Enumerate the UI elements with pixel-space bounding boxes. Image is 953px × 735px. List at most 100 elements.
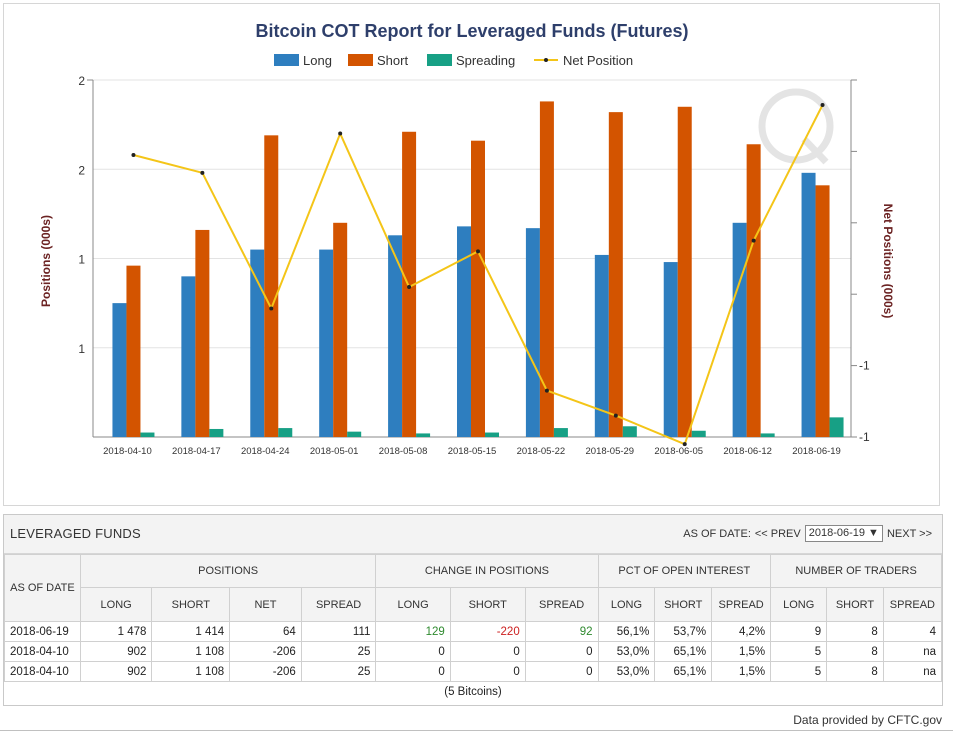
subheader-6: SPREAD (524, 587, 599, 622)
group-pct-oi: PCT OF OPEN INTEREST (597, 554, 772, 588)
legend-label-0: Long (303, 53, 332, 68)
subheader-4: LONG (375, 587, 451, 622)
subheader-0: LONG (79, 587, 153, 622)
y-axis-title: Positions (000s) (39, 215, 53, 307)
table-cell: 111 (300, 621, 377, 642)
bar-spreading (278, 428, 293, 437)
x-tick-label: 2018-05-01 (310, 446, 359, 457)
subheader-12: SPREAD (882, 587, 943, 622)
net-position-point (200, 170, 205, 175)
watermark-logo-tail (801, 136, 829, 165)
net-position-point (613, 413, 618, 418)
table-cell: 1 414 (151, 621, 231, 642)
table-cell: 129 (375, 621, 451, 642)
as-of-date-control: AS OF DATE: << PREV 2018-06-19 ▼ NEXT >> (683, 525, 932, 542)
prev-button[interactable]: << PREV (754, 527, 801, 540)
bar-spreading (760, 433, 775, 437)
bar-short (608, 112, 623, 437)
data-credit: Data provided by CFTC.gov (793, 713, 942, 727)
group-positions: POSITIONS (79, 554, 377, 588)
bar-long (112, 303, 127, 437)
table-cell: 0 (524, 661, 599, 682)
table-cell: 53,0% (597, 641, 656, 662)
net-position-point (131, 152, 136, 157)
bar-long (663, 262, 678, 437)
next-button[interactable]: NEXT >> (886, 527, 932, 540)
subheader-3: SPREAD (300, 587, 377, 622)
net-position-point (682, 442, 687, 447)
bar-spreading (416, 433, 431, 437)
net-position-point (269, 306, 274, 311)
as-of-label: AS OF DATE: (683, 527, 751, 540)
bar-long (388, 235, 403, 437)
table-cell: 1,5% (711, 641, 772, 662)
cot-chart: Bitcoin COT Report for Leveraged Funds (… (39, 21, 895, 457)
bar-spreading (622, 426, 637, 437)
bar-short (746, 144, 761, 437)
x-tick-label: 2018-04-24 (241, 446, 290, 457)
bar-spreading (140, 432, 155, 437)
y2-tick-label: -1 (859, 430, 870, 444)
table-row: 2018-06-19 1 478 1 414 64 111 129 -220 92 56,1% 5… (4, 621, 943, 642)
bar-short (126, 265, 141, 437)
net-position-point (338, 131, 343, 136)
table-cell: 53,0% (597, 661, 656, 682)
x-tick-label: 2018-05-08 (379, 446, 428, 457)
subheader-9: SPREAD (711, 587, 772, 622)
table-cell: 65,1% (654, 641, 713, 662)
net-position-point (544, 388, 549, 393)
legend-label-3: Net Position (563, 53, 633, 68)
bar-short (333, 222, 348, 437)
legend-label-2: Spreading (456, 53, 515, 68)
table-cell: 8 (826, 641, 884, 662)
bar-spreading (829, 417, 844, 437)
bar-short (402, 131, 417, 437)
table-cell: 0 (449, 661, 526, 682)
table-cell: 53,7% (654, 621, 713, 642)
legend-swatch-2 (427, 54, 452, 66)
table-cell: 4 (882, 621, 943, 642)
table-cell: 5 (770, 661, 828, 682)
x-tick-label: 2018-05-22 (517, 446, 566, 457)
subheader-5: SHORT (449, 587, 526, 622)
table-footnote: (5 Bitcoins) (444, 686, 502, 698)
subheader-8: SHORT (654, 587, 713, 622)
table-cell: -206 (229, 641, 302, 662)
net-position-point (476, 249, 480, 254)
subheader-7: LONG (597, 587, 656, 622)
y-tick-label: 1 (78, 253, 85, 267)
date-select[interactable]: 2018-06-19 ▼ (804, 525, 883, 542)
col-as-of-date: AS OF DATE (4, 554, 81, 622)
table-cell: -220 (449, 621, 526, 642)
leveraged-funds-panel: LEVERAGED FUNDS AS OF DATE: << PREV 2018… (3, 514, 943, 706)
bar-long (801, 172, 816, 437)
table-cell: 8 (826, 621, 884, 642)
table-cell: 56,1% (597, 621, 656, 642)
legend-swatch-0 (274, 54, 299, 66)
legend-label-1: Short (377, 53, 408, 68)
table-cell: 0 (449, 641, 526, 662)
cell-date: 2018-04-10 (4, 661, 81, 682)
bar-long (319, 249, 334, 437)
x-tick-label: 2018-04-10 (103, 446, 152, 457)
x-tick-label: 2018-04-17 (172, 446, 221, 457)
bar-short (264, 135, 279, 437)
bar-short (471, 140, 485, 437)
table-cell: 5 (770, 641, 828, 662)
bar-long (594, 254, 609, 437)
cot-table: AS OF DATE POSITIONS CHANGE IN POSITIONS… (4, 554, 943, 702)
table-cell: 64 (229, 621, 302, 642)
bar-long (732, 222, 747, 437)
bar-short (539, 101, 554, 438)
group-traders: NUMBER OF TRADERS (770, 554, 942, 588)
subheader-2: NET (229, 587, 302, 622)
table-cell: 25 (300, 641, 377, 662)
subheader-1: SHORT (151, 587, 231, 622)
bar-spreading (553, 428, 568, 437)
watermark-logo (758, 88, 834, 164)
bar-long (525, 228, 540, 437)
group-change: CHANGE IN POSITIONS (375, 554, 599, 588)
table-cell: 1 108 (151, 661, 231, 682)
y-tick-label: 2 (78, 163, 85, 177)
y-tick-label: 2 (78, 74, 85, 88)
